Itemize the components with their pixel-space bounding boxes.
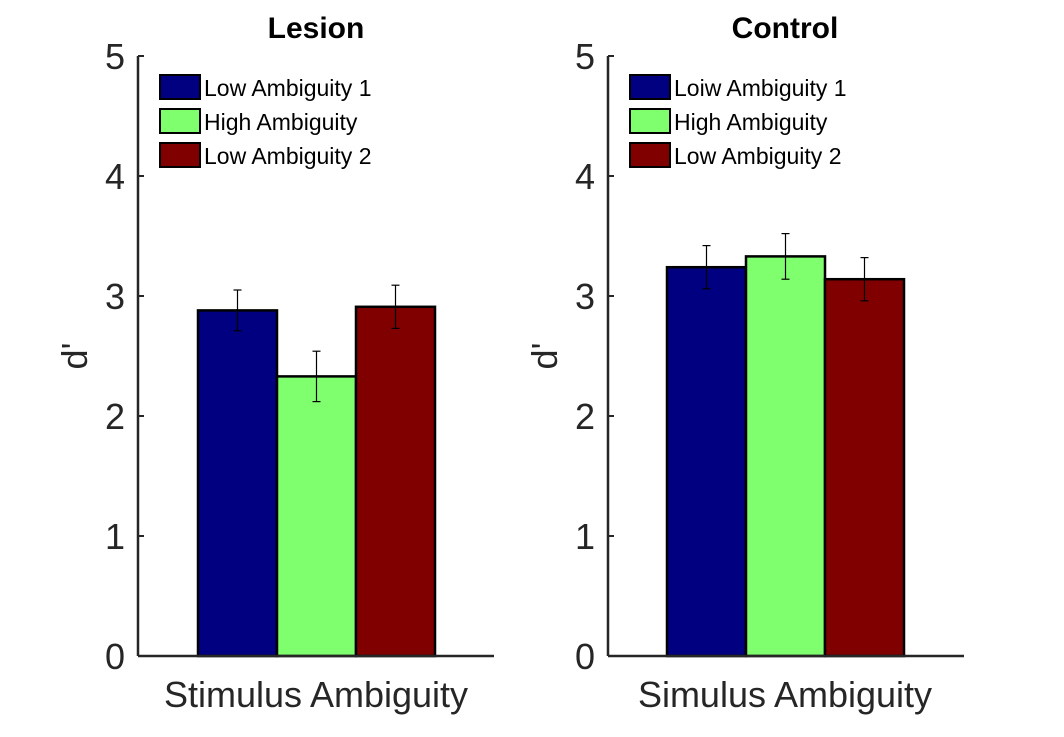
chart-title: Lesion xyxy=(268,12,365,45)
y-axis-label: d' xyxy=(54,343,95,370)
y-tick-label: 3 xyxy=(575,276,595,317)
legend-swatch xyxy=(159,108,201,134)
legend-swatch xyxy=(629,108,671,134)
y-tick-label: 2 xyxy=(575,396,595,437)
y-ticks: 0 1 2 3 4 5 xyxy=(105,36,144,677)
legend-label: Low Ambiguity 1 xyxy=(204,75,371,101)
y-tick-label: 0 xyxy=(105,636,125,677)
bar-group xyxy=(665,255,906,658)
error-bar-group xyxy=(702,233,869,302)
chart-panel-control: Control d' Simulus Ambiguity 0 1 2 3 4 5 Loiw… xyxy=(524,12,964,715)
x-axis-label: Simulus Ambiguity xyxy=(638,674,932,715)
legend-label: Loiw Ambiguity 1 xyxy=(674,75,847,101)
legend-label: High Ambiguity xyxy=(204,109,358,135)
legend: Low Ambiguity 1 High Ambiguity Low Ambigui… xyxy=(159,74,371,169)
bar xyxy=(665,265,748,658)
chart-panel-lesion: Lesion d' Stimulus Ambiguity 0 1 2 3 4 5 Low … xyxy=(54,12,494,715)
legend-swatch xyxy=(629,74,671,100)
y-tick-label: 5 xyxy=(575,36,595,77)
chart-title: Control xyxy=(732,12,839,45)
bar xyxy=(823,277,906,658)
y-ticks: 0 1 2 3 4 5 xyxy=(575,36,614,677)
y-tick-label: 0 xyxy=(575,636,595,677)
bar-group xyxy=(196,305,437,658)
error-bar-group xyxy=(233,284,400,403)
y-tick-label: 1 xyxy=(105,516,125,557)
x-axis-label: Stimulus Ambiguity xyxy=(164,674,468,715)
y-tick-label: 5 xyxy=(105,36,125,77)
bar xyxy=(275,375,358,658)
legend-swatch xyxy=(159,142,201,168)
y-tick-label: 1 xyxy=(575,516,595,557)
bar xyxy=(744,255,827,658)
legend: Loiw Ambiguity 1 High Ambiguity Low Ambigu… xyxy=(629,74,847,169)
y-tick-label: 3 xyxy=(105,276,125,317)
legend-swatch xyxy=(629,142,671,168)
bar xyxy=(196,309,279,658)
y-tick-label: 2 xyxy=(105,396,125,437)
legend-swatch xyxy=(159,74,201,100)
legend-label: Low Ambiguity 2 xyxy=(674,143,841,169)
y-tick-label: 4 xyxy=(575,156,595,197)
legend-label: High Ambiguity xyxy=(674,109,828,135)
bar xyxy=(354,305,437,658)
legend-label: Low Ambiguity 2 xyxy=(204,143,371,169)
y-axis-label: d' xyxy=(524,343,565,370)
y-tick-label: 4 xyxy=(105,156,125,197)
